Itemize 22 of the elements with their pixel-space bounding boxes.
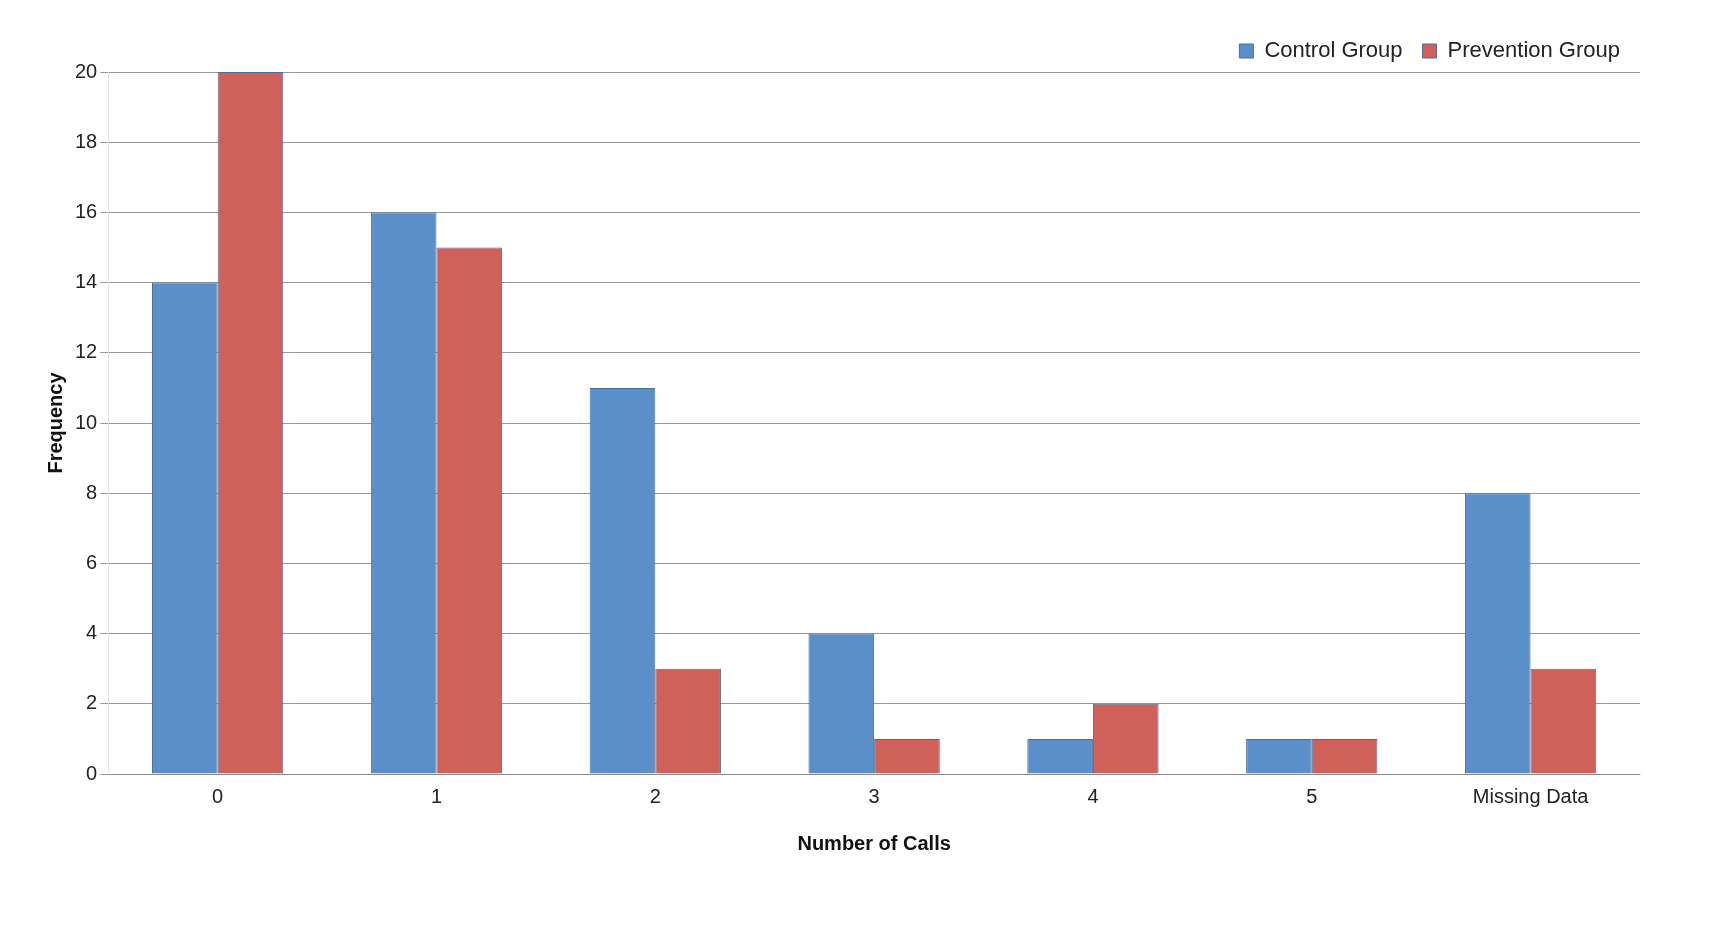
y-tick-label: 18 [75,129,98,152]
x-axis-title: Number of Calls [797,831,951,854]
y-tick-label: 14 [75,270,98,293]
y-tick-label: 20 [75,59,98,82]
y-tick-label: 2 [86,691,98,714]
x-tick-label: 0 [212,784,224,807]
x-tick-label: 1 [430,784,443,807]
y-tick-label: 12 [75,340,98,363]
x-tick-label: 5 [1306,784,1318,807]
x-tick-label: 3 [868,784,880,807]
y-tick-label: 0 [86,761,98,784]
x-tick-label: 4 [1087,784,1099,807]
y-tick-label: 10 [75,410,98,433]
y-tick-label: 8 [86,480,98,503]
legend-label: Control Group [1264,37,1403,63]
legend-label: Prevention Group [1447,37,1620,63]
y-tick-label: 6 [86,550,98,573]
y-tick-label: 4 [86,621,98,644]
y-axis-title: Frequency [43,371,66,474]
y-tick-label: 16 [75,199,98,222]
x-tick-label: 2 [649,784,661,807]
x-tick-label: Missing Data [1472,784,1590,807]
